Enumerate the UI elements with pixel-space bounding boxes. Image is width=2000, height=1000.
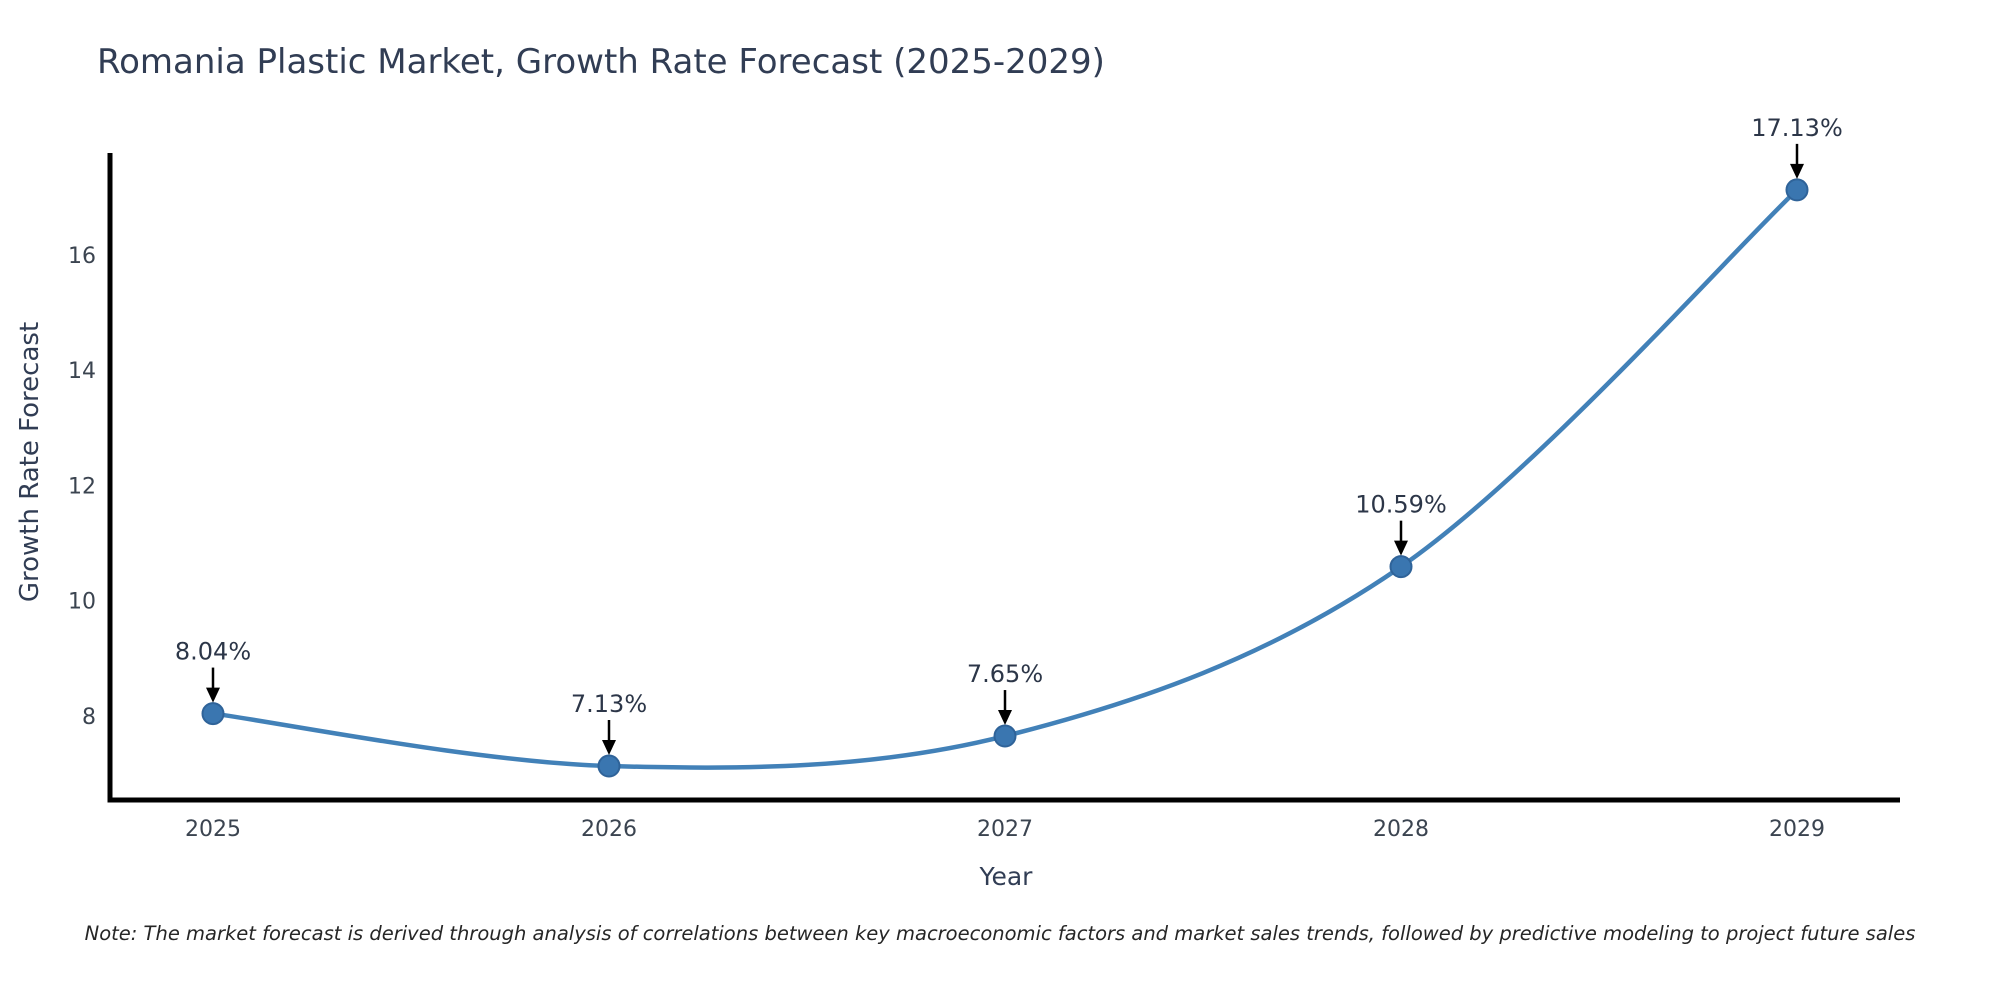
y-tick-label: 8 bbox=[82, 705, 96, 730]
x-tick-label: 2028 bbox=[1373, 817, 1429, 842]
annotation-arrow-head bbox=[998, 710, 1012, 726]
data-point-marker bbox=[1389, 555, 1413, 579]
x-tick-label: 2029 bbox=[1769, 817, 1825, 842]
footnote: Note: The market forecast is derived thr… bbox=[84, 922, 1916, 945]
data-point-marker bbox=[597, 754, 621, 778]
y-tick-label: 10 bbox=[68, 590, 96, 615]
data-point-marker bbox=[993, 724, 1017, 748]
data-point-label: 7.65% bbox=[967, 660, 1043, 688]
y-tick-label: 16 bbox=[68, 244, 96, 269]
chart-title: Romania Plastic Market, Growth Rate Fore… bbox=[97, 42, 1105, 82]
x-tick-label: 2027 bbox=[977, 817, 1033, 842]
y-tick-label: 14 bbox=[68, 359, 96, 384]
annotation-arrow-head bbox=[1394, 540, 1408, 556]
x-tick-label: 2025 bbox=[185, 817, 241, 842]
annotation-arrow-head bbox=[602, 740, 616, 756]
y-tick-label: 12 bbox=[68, 474, 96, 499]
annotation-arrow-head bbox=[1790, 163, 1804, 179]
data-point-label: 17.13% bbox=[1751, 114, 1843, 142]
data-point-label: 8.04% bbox=[175, 638, 251, 666]
data-point-marker bbox=[201, 702, 225, 726]
data-point-marker bbox=[1785, 178, 1809, 202]
annotation-arrow-head bbox=[206, 687, 220, 703]
x-axis-label: Year bbox=[979, 862, 1033, 891]
y-axis-label: Growth Rate Forecast bbox=[15, 321, 45, 603]
data-point-label: 10.59% bbox=[1355, 491, 1447, 519]
x-tick-label: 2026 bbox=[581, 817, 637, 842]
data-point-label: 7.13% bbox=[571, 690, 647, 718]
